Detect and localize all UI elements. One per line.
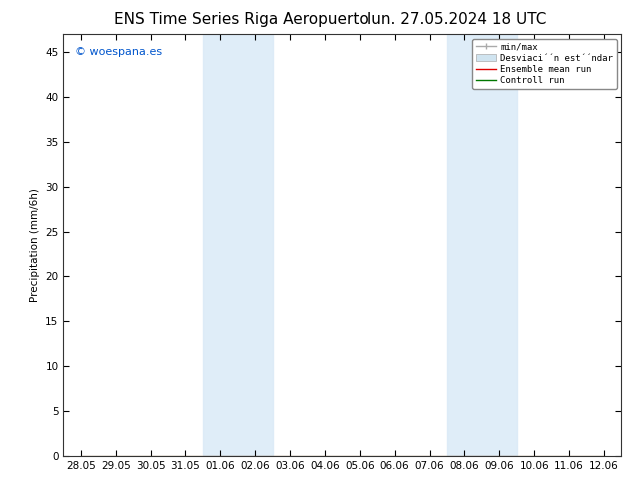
Text: © woespana.es: © woespana.es: [75, 47, 162, 57]
Legend: min/max, Desviaci´́n est´́ndar, Ensemble mean run, Controll run: min/max, Desviaci´́n est´́ndar, Ensemble…: [472, 39, 617, 89]
Y-axis label: Precipitation (mm/6h): Precipitation (mm/6h): [30, 188, 40, 302]
Bar: [203, 34, 273, 456]
Text: ENS Time Series Riga Aeropuerto: ENS Time Series Riga Aeropuerto: [113, 12, 368, 27]
Bar: [447, 34, 517, 456]
Text: lun. 27.05.2024 18 UTC: lun. 27.05.2024 18 UTC: [367, 12, 546, 27]
